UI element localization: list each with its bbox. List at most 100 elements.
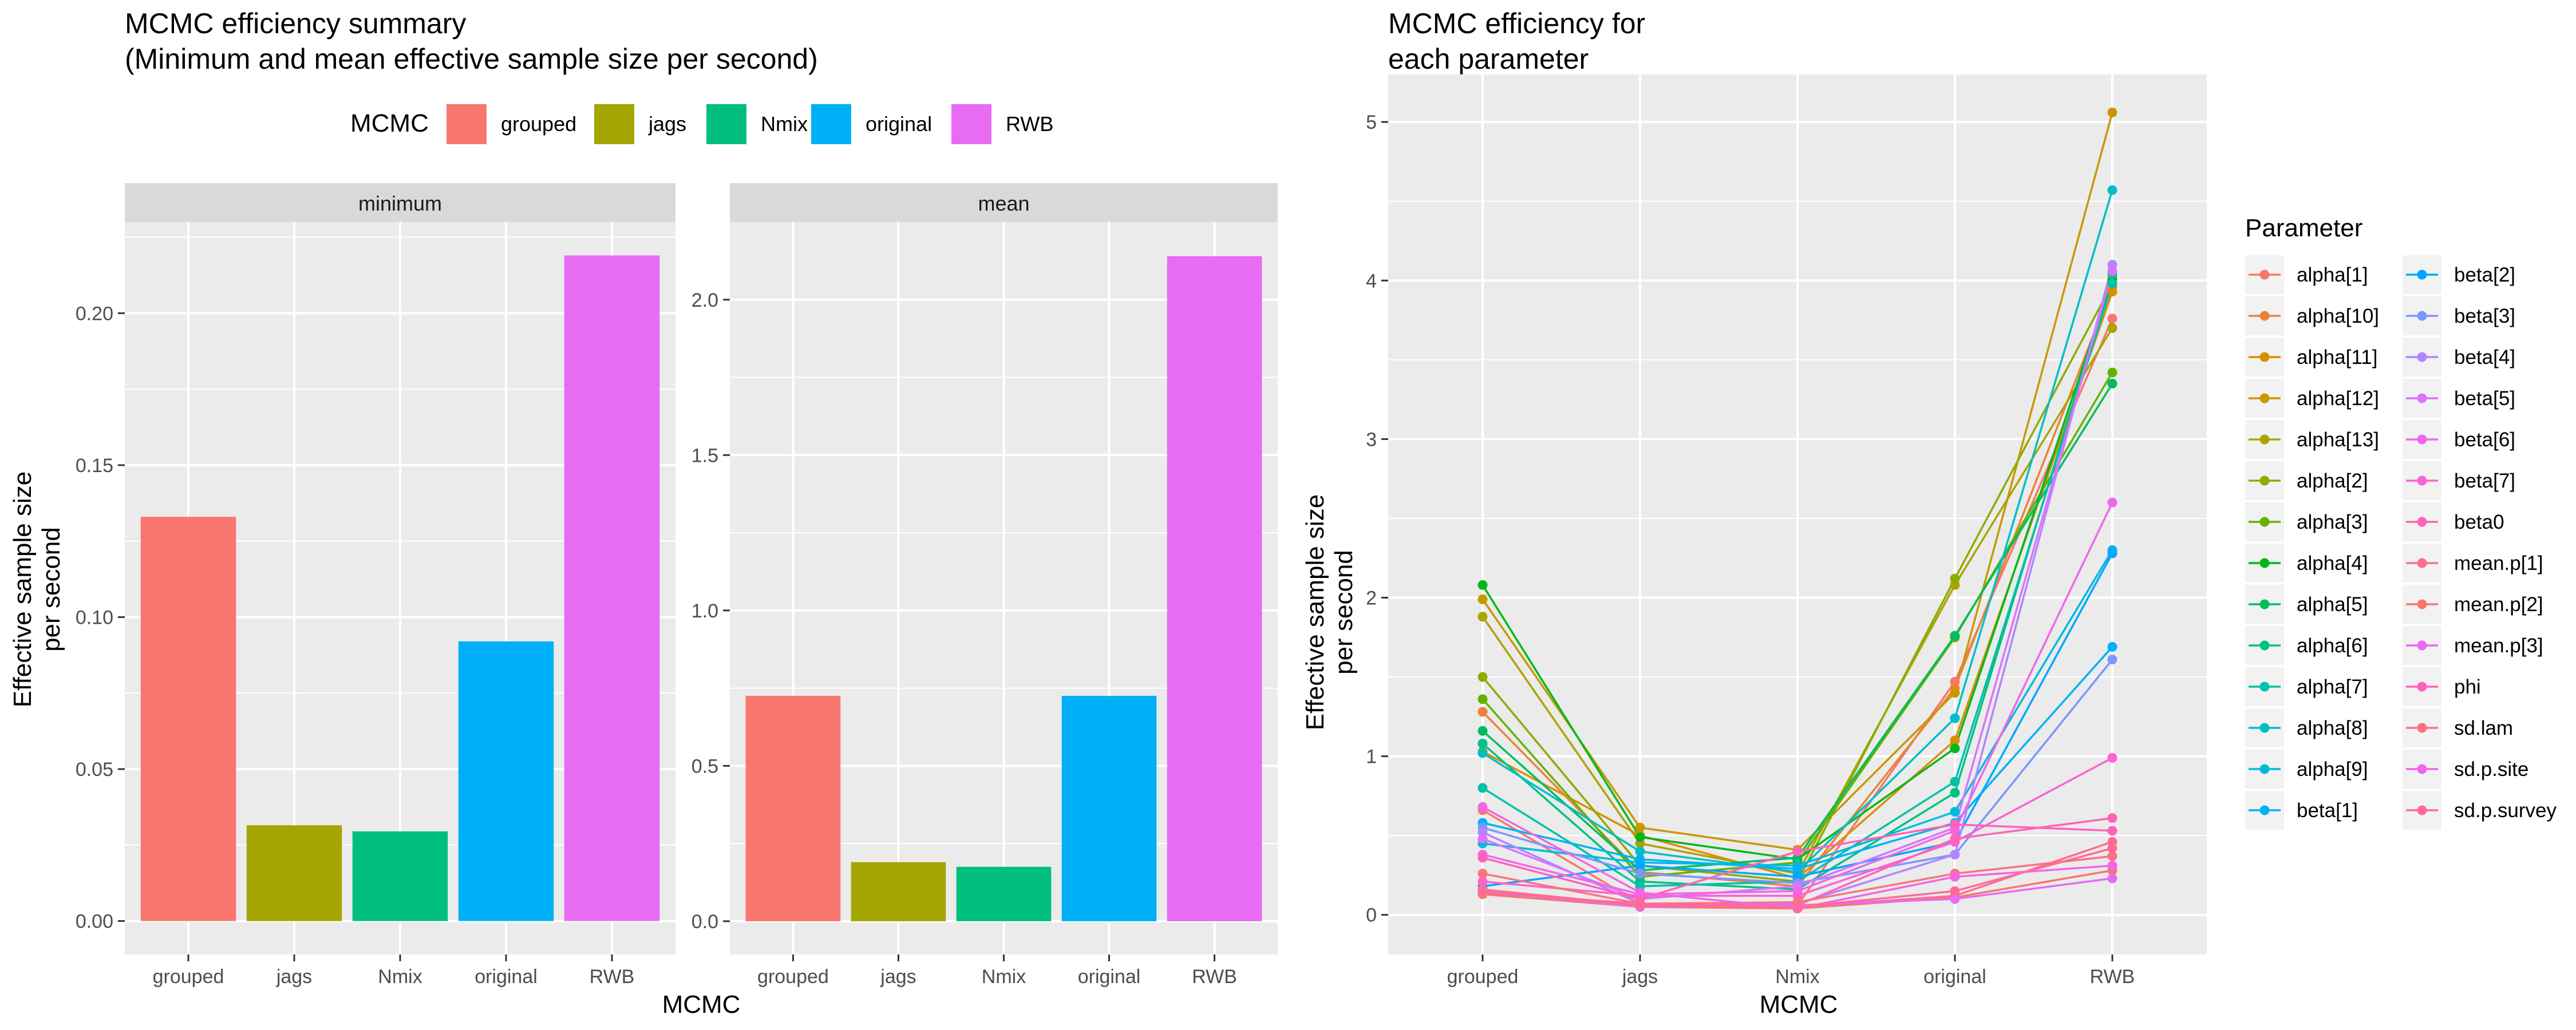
legend-label-alpha[9]: alpha[9]: [2297, 758, 2368, 781]
legend-label-beta[7]: beta[7]: [2454, 470, 2515, 492]
legend-key-point-sd.p.survey: [2417, 805, 2427, 815]
legend-label-mean.p[1]: mean.p[1]: [2454, 552, 2543, 575]
bar-mean-grouped: [745, 696, 841, 921]
y-tick-label: 0.05: [76, 759, 113, 781]
series-point-beta[3]: [1635, 869, 1645, 879]
series-point-beta[1]: [2107, 641, 2117, 652]
legend-label-beta0: beta0: [2454, 511, 2504, 533]
legend-label-beta[1]: beta[1]: [2297, 799, 2358, 822]
series-point-beta[5]: [2107, 266, 2117, 276]
legend-label-beta[4]: beta[4]: [2454, 346, 2515, 369]
parameter-panel: 0 1 2 3 4 5 grouped jags Nmix original RWB: [1366, 74, 2207, 988]
series-point-sd.p.site: [1477, 802, 1488, 812]
parameter-legend-title: Parameter: [2245, 214, 2362, 242]
summary-legend-title: MCMC: [350, 109, 429, 137]
parameter-y-axis-title-line2: per second: [1330, 550, 1358, 675]
series-point-alpha[11]: [2107, 287, 2117, 297]
x-tick-label-Nmix: Nmix: [1775, 966, 1819, 988]
legend-key-point-beta[1]: [2259, 805, 2270, 815]
series-point-alpha[13]: [1477, 612, 1488, 622]
series-point-beta[2]: [1635, 861, 1645, 871]
legend-label-alpha[11]: alpha[11]: [2297, 346, 2377, 369]
legend-key-point-alpha[6]: [2259, 640, 2270, 651]
facet-mean: mean 0.0 0.5 1.0 1.5 2.0 grouped jags Nmix origin…: [692, 183, 1278, 988]
summary-chart-subtitle: (Minimum and mean effective sample size …: [125, 43, 818, 75]
legend-key-point-alpha[12]: [2259, 393, 2270, 403]
series-point-beta[1]: [1792, 863, 1803, 874]
series-point-sd.p.survey: [1950, 886, 1960, 896]
summary-legend: MCMC grouped jags Nmix original RWB: [350, 104, 1053, 144]
y-tick-label: 0.10: [76, 607, 113, 628]
series-point-alpha[1]: [2107, 314, 2117, 324]
legend-label-sd.lam: sd.lam: [2454, 717, 2513, 739]
facet-strip-minimum: [125, 183, 675, 222]
series-point-phi: [1950, 819, 1960, 830]
legend-label-alpha[4]: alpha[4]: [2297, 552, 2368, 575]
legend-key-point-mean.p[1]: [2417, 558, 2427, 568]
legend-label-alpha[3]: alpha[3]: [2297, 511, 2368, 533]
legend-label-alpha[6]: alpha[6]: [2297, 635, 2368, 657]
legend-label-alpha[2]: alpha[2]: [2297, 470, 2368, 492]
series-point-beta[5]: [1477, 834, 1488, 844]
legend-key-point-alpha[3]: [2259, 517, 2270, 527]
legend-key-point-alpha[9]: [2259, 764, 2270, 774]
legend-label-beta[6]: beta[6]: [2454, 429, 2515, 451]
bar-minimum-RWB: [564, 255, 660, 921]
legend-key-point-alpha[13]: [2259, 434, 2270, 445]
legend-key-point-mean.p[2]: [2417, 599, 2427, 609]
facet-strip-mean: [730, 183, 1278, 222]
series-point-alpha[9]: [1950, 807, 1960, 817]
legend-key-point-sd.lam: [2417, 723, 2427, 733]
series-point-beta[7]: [2107, 752, 2117, 763]
legend-label-beta[5]: beta[5]: [2454, 387, 2515, 410]
legend-key-grouped: [447, 104, 487, 144]
parameter-chart: MCMC efficiency for each parameter 0 1 2 3 4…: [1301, 7, 2557, 1019]
parameter-legend: Parameter alpha[1] alpha[10] alpha[11] alph…: [2245, 214, 2557, 830]
y-tick-label: 2: [1366, 587, 1377, 609]
series-point-sd.p.survey: [1635, 900, 1645, 910]
y-tick-label: 3: [1366, 429, 1377, 450]
series-point-alpha[12]: [1950, 688, 1960, 698]
legend-label-alpha[7]: alpha[7]: [2297, 676, 2368, 698]
legend-label-grouped: grouped: [501, 112, 576, 136]
legend-key-point-alpha[11]: [2259, 352, 2270, 362]
summary-chart-title: MCMC efficiency summary: [125, 7, 466, 39]
bar-mean-jags: [851, 862, 946, 921]
y-tick-label: 4: [1366, 270, 1377, 292]
parameter-y-axis-title-line1: Effective sample size: [1301, 494, 1329, 730]
series-point-alpha[3]: [1477, 694, 1488, 704]
y-tick-label: 0.5: [692, 755, 718, 777]
x-tick-label-RWB: RWB: [590, 966, 635, 988]
legend-key-point-sd.p.site: [2417, 764, 2427, 774]
series-point-alpha[4]: [1950, 743, 1960, 754]
facet-strip-label-minimum: minimum: [358, 192, 442, 215]
bar-minimum-Nmix: [352, 831, 448, 921]
legend-key-jags: [594, 104, 634, 144]
series-point-alpha[7]: [2107, 279, 2117, 289]
series-point-mean.p[3]: [2107, 873, 2117, 884]
series-point-beta0: [1950, 834, 1960, 844]
series-point-mean.p[3]: [1950, 894, 1960, 904]
x-tick-label-original: original: [1923, 966, 1986, 988]
y-tick-label: 0: [1366, 905, 1377, 926]
x-tick-label-Nmix: Nmix: [982, 966, 1026, 988]
series-point-alpha[10]: [1477, 707, 1488, 717]
legend-label-sd.p.site: sd.p.site: [2454, 758, 2528, 781]
legend-label-alpha[5]: alpha[5]: [2297, 593, 2368, 616]
series-point-phi: [1477, 853, 1488, 863]
series-point-alpha[7]: [1477, 783, 1488, 793]
x-tick-label-original: original: [1078, 966, 1141, 988]
series-point-alpha[11]: [1950, 735, 1960, 746]
legend-key-point-alpha[7]: [2259, 682, 2270, 692]
legend-label-RWB: RWB: [1006, 112, 1053, 136]
x-tick-label-original: original: [475, 966, 538, 988]
x-tick-label-grouped: grouped: [153, 966, 224, 988]
legend-label-original: original: [866, 112, 932, 136]
series-point-alpha[12]: [1477, 594, 1488, 604]
legend-label-beta[3]: beta[3]: [2454, 305, 2515, 327]
y-tick-label: 5: [1366, 112, 1377, 133]
series-point-sd.lam: [2107, 851, 2117, 861]
series-point-sd.p.survey: [1792, 902, 1803, 912]
legend-label-alpha[12]: alpha[12]: [2297, 387, 2379, 410]
series-point-phi: [1792, 846, 1803, 857]
